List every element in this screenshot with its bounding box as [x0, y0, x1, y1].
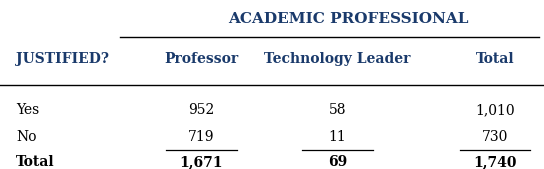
- Text: Professor: Professor: [164, 52, 238, 66]
- Text: ACADEMIC PROFESSIONAL: ACADEMIC PROFESSIONAL: [228, 12, 468, 26]
- Text: 1,740: 1,740: [473, 155, 517, 169]
- Text: JUSTIFIED?: JUSTIFIED?: [16, 52, 109, 66]
- Text: 58: 58: [329, 103, 346, 117]
- Text: 1,671: 1,671: [180, 155, 223, 169]
- Text: 719: 719: [188, 130, 214, 144]
- Text: 1,010: 1,010: [475, 103, 515, 117]
- Text: Total: Total: [16, 155, 55, 169]
- Text: 69: 69: [327, 155, 347, 169]
- Text: Technology Leader: Technology Leader: [264, 52, 411, 66]
- Text: No: No: [16, 130, 37, 144]
- Text: Yes: Yes: [16, 103, 40, 117]
- Text: 730: 730: [482, 130, 508, 144]
- Text: 11: 11: [329, 130, 346, 144]
- Text: 952: 952: [188, 103, 214, 117]
- Text: Total: Total: [475, 52, 515, 66]
